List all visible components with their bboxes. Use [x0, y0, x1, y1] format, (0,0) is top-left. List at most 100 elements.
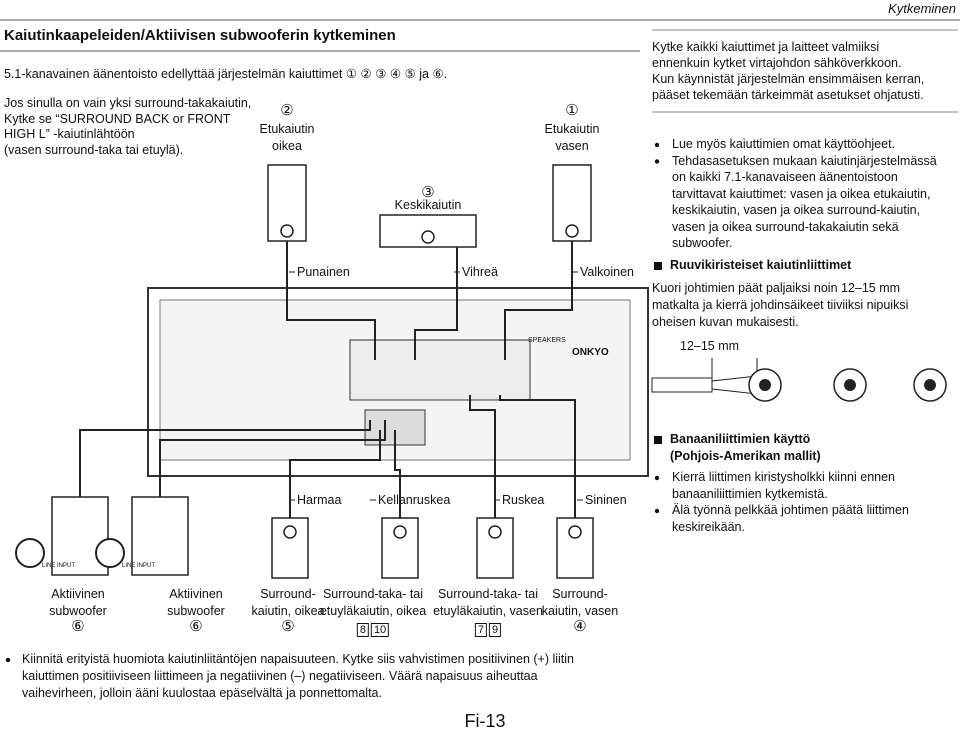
intro-line: Kytke kaikki kaiuttimet ja laitteet valm… — [652, 40, 880, 54]
speaker-code: 10 — [370, 623, 390, 637]
speaker-label: Aktiivinen — [51, 587, 105, 601]
speaker-label: Surround- — [260, 587, 316, 601]
speaker-number: ③ — [421, 184, 435, 201]
cable — [651, 377, 713, 393]
footer-line: vaihevirheen, jolloin ääni kuulostaa epä… — [22, 686, 382, 700]
intro-line: ennenkuin kytket virtajohdon sähköverkko… — [652, 56, 902, 70]
body-line: matkalta ja kierrä johdinsäikeet tiiviik… — [652, 298, 909, 312]
note-line: Kytke se “SURROUND BACK or FRONT — [4, 111, 231, 126]
speaker-label: Surround-taka- tai — [322, 587, 424, 601]
heading-marker — [654, 436, 662, 444]
bullet — [654, 508, 660, 514]
bullet-line: Kierrä liittimen kiristysholkki kiinni e… — [672, 470, 895, 484]
speaker-label: subwoofer — [49, 603, 107, 618]
note-line: (vasen surround-taka tai etuylä). — [4, 142, 184, 157]
page-title: Kaiutinkaapeleiden/Aktiivisen subwooferi… — [4, 27, 396, 44]
speaker-label: Etukaiutin — [544, 122, 600, 136]
measure-label: 12–15 mm — [680, 339, 740, 353]
bullet-line: subwoofer. — [672, 236, 733, 250]
bullet-line: keskireikään. — [672, 519, 745, 534]
speaker-terminal — [283, 525, 297, 539]
line-input — [15, 538, 45, 568]
bullet — [654, 142, 660, 148]
intro-line: pääset tekemään tärkeimmät asetukset ohj… — [652, 88, 924, 102]
bullet — [654, 159, 660, 164]
wire-color-label: Valkoinen — [580, 265, 634, 279]
line-input-label: LINE INPUT — [122, 563, 156, 569]
body-line: oheisen kuvan mukaisesti. — [652, 315, 799, 329]
footer-line: Kiinnitä erityistä huomiota kaiutinliitä… — [22, 652, 575, 666]
speaker-label: vasen — [555, 139, 589, 153]
speaker-codes: 8 10 — [356, 622, 390, 637]
bullet — [5, 657, 11, 663]
section-heading: Ruuvikiristeiset kaiutinliittimet — [670, 258, 852, 272]
footer-line: kaiuttimen positiiviseen liittimeen ja n… — [22, 669, 538, 683]
speaker-terminal — [568, 525, 582, 539]
speaker-terminal — [488, 525, 502, 539]
speaker-label: etuyläkaiutin, oikea — [319, 603, 427, 618]
speaker-terminal — [565, 224, 579, 238]
note-line: HIGH L” -kaiutinlähtöön — [4, 127, 135, 141]
wire-color-label: Sininen — [585, 493, 627, 507]
speaker-label: etuyläkaiutin, vasen — [433, 603, 543, 618]
speaker-number: ⑥ — [189, 618, 203, 635]
terminal-core — [844, 379, 856, 391]
speaker-terminals — [349, 339, 531, 401]
subwoofer — [51, 496, 109, 576]
section-heading: Banaaniliittimien käyttö — [670, 432, 811, 446]
bullet-line: Lue myös kaiuttimien omat käyttöohjeet. — [672, 137, 896, 151]
intro-text: 5.1-kanavainen äänentoisto edellyttää jä… — [4, 67, 448, 81]
speaker-number: ④ — [573, 618, 587, 635]
note-line: Jos sinulla on vain yksi surround-takaka… — [4, 96, 252, 110]
heading-marker — [654, 262, 662, 270]
wire-color-label: Kellanruskea — [378, 493, 451, 507]
speaker-number: ⑥ — [71, 618, 85, 635]
terminal-core — [924, 379, 936, 391]
speaker-number: ② — [280, 102, 294, 119]
brand-logo: ONKYO — [572, 347, 609, 358]
section-heading: (Pohjois-Amerikan mallit) — [670, 448, 821, 463]
speaker-label: Aktiivinen — [169, 587, 223, 601]
stripped-wire — [711, 375, 758, 395]
page-number: Fi-13 — [464, 711, 506, 731]
bullet-line: Älä työnnä pelkkää johtimen päätä liitti… — [672, 503, 909, 517]
speaker-label: kaiutin, vasen — [541, 603, 619, 618]
speaker-terminal — [393, 525, 407, 539]
wire-color-label: Punainen — [297, 265, 350, 279]
wire-color-label: Harmaa — [297, 493, 342, 507]
speaker-label: Keskikaiutin — [394, 198, 462, 212]
speaker-code: 7 — [474, 623, 487, 637]
wire-color-label: Vihreä — [462, 265, 498, 279]
bullet-line: banaaniliittimien kytkemistä. — [672, 486, 828, 501]
speaker-code: 8 — [356, 623, 369, 637]
speaker-terminal — [421, 230, 435, 244]
speaker-number: ⑤ — [281, 618, 295, 635]
subwoofer — [131, 496, 189, 576]
speaker-label: Surround-taka- tai — [437, 587, 539, 601]
speaker-label: subwoofer — [167, 603, 225, 618]
speaker-number: ① — [565, 102, 579, 119]
line-input — [95, 538, 125, 568]
bullet-line: keskikaiutin, vasen ja oikea surround-ka… — [672, 203, 921, 217]
speaker-label: kaiutin, oikea — [251, 603, 325, 618]
bullet-line: Tehdasasetuksen mukaan kaiutinjärjestelm… — [672, 153, 937, 168]
bullet-line: tarvittavat kaiuttimet: vasen ja oikea e… — [672, 186, 931, 201]
terminal-core — [759, 379, 771, 391]
line-input-label: LINE INPUT — [42, 563, 76, 569]
speaker-label: oikea — [272, 139, 302, 153]
bullet-line: on kaikki 7.1-kanavaiseen äänentoistoon — [672, 170, 898, 184]
speaker-label: Etukaiutin — [259, 122, 315, 136]
speaker-terminal — [280, 224, 294, 238]
bullet-line: vasen ja oikea surround-takakaiutin sekä — [672, 219, 899, 234]
body-line: Kuori johtimien päät paljaiksi noin 12–1… — [652, 281, 901, 295]
panel-label: SPEAKERS — [528, 337, 566, 344]
section-label: Kytkeminen — [888, 1, 956, 16]
intro-line: Kun käynnistät järjestelmän ensimmäisen … — [652, 72, 925, 86]
bullet — [654, 475, 660, 481]
wire-color-label: Ruskea — [502, 493, 545, 507]
speaker-label: Surround- — [552, 587, 608, 601]
speaker-code: 9 — [489, 623, 502, 637]
